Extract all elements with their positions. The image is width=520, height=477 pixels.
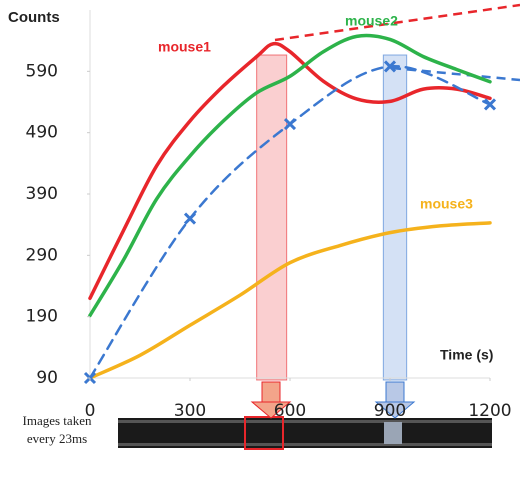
arrow-red — [250, 381, 292, 419]
series-label: mouse3 — [420, 196, 473, 212]
y-tick-label: 590 — [26, 61, 58, 81]
point-marker — [283, 118, 297, 131]
series-label: mouse2 — [345, 13, 398, 29]
caption: every 23ms — [27, 431, 87, 446]
filmstrip — [118, 416, 492, 450]
point-marker — [483, 98, 497, 111]
y-tick-label: 190 — [26, 307, 58, 327]
highlight-band — [382, 54, 408, 381]
caption: Images taken — [23, 413, 92, 428]
arrow-blue — [374, 381, 416, 419]
y-tick-label: 390 — [26, 184, 58, 204]
y-tick-label: 90 — [36, 368, 58, 388]
x-tick-label: 900 — [374, 401, 406, 421]
y-tick-label: 490 — [26, 123, 58, 143]
point-marker — [383, 60, 397, 73]
series-lines — [83, 33, 497, 385]
x-tick-label: 300 — [174, 401, 206, 421]
y-axis-title: Counts — [8, 9, 60, 26]
series-label: mouse1 — [158, 39, 211, 55]
point-marker — [183, 212, 197, 225]
series-line — [88, 221, 492, 380]
x-tick-label: 600 — [274, 401, 306, 421]
trend-line-red — [274, 3, 520, 42]
x-tick-label: 1200 — [468, 401, 511, 421]
series-line — [88, 65, 492, 380]
x-axis-title: Time (s) — [440, 347, 493, 363]
highlight-bands — [256, 54, 408, 381]
series-line — [88, 33, 492, 318]
x-tick-label: 0 — [85, 401, 96, 421]
y-tick-label: 290 — [26, 245, 58, 265]
series-line — [88, 41, 492, 301]
highlight-band — [256, 54, 288, 381]
